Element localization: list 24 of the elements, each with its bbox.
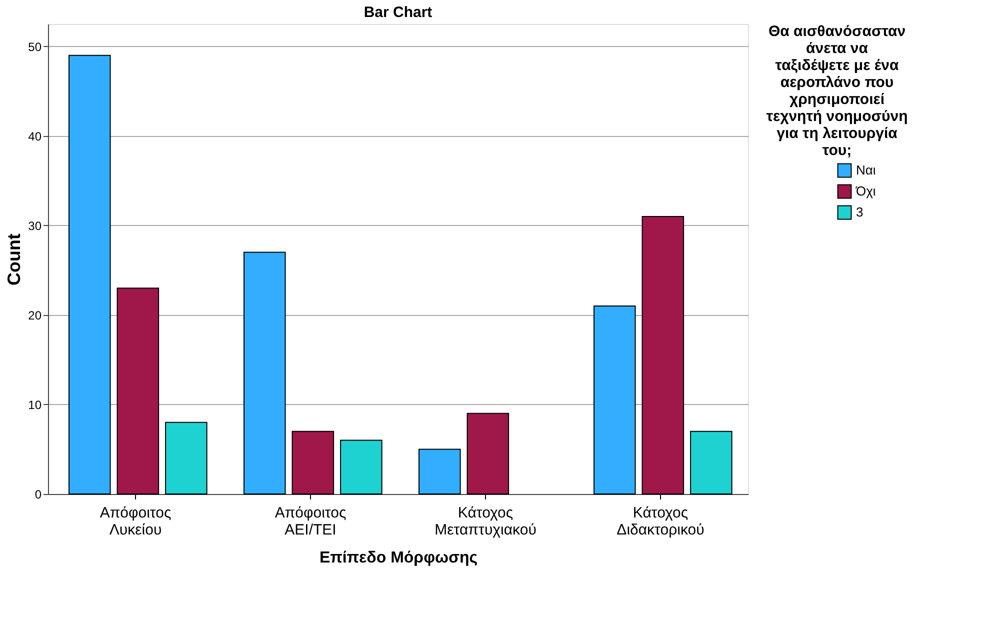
x-tick-label: Κάτοχος Διδακτορικού xyxy=(616,504,704,538)
y-tick-label: 30 xyxy=(28,218,42,233)
legend-label: Όχι xyxy=(855,184,876,198)
bar xyxy=(418,448,461,494)
y-axis-title: Count xyxy=(4,234,24,286)
chart-title: Bar Chart xyxy=(364,4,432,21)
legend-label: 3 xyxy=(856,204,864,220)
bar xyxy=(244,252,286,494)
x-tick-label: Κάτοχος Μεταπτυχιακού xyxy=(434,504,536,538)
y-tick-label: 10 xyxy=(28,398,42,412)
bar xyxy=(165,422,208,494)
legend-title: Θα αισθανόσασταν άνετα να ταξιδέψετε με ένα αεροπλάνο που χρησιμοποιεί τεχνητή νοημοσύνη για τη λειτουργία του; xyxy=(766,23,908,159)
bar xyxy=(340,440,382,494)
y-tick-label: 20 xyxy=(28,308,42,322)
y-tick-label: 40 xyxy=(28,129,42,144)
legend-label: Ναι xyxy=(856,162,876,178)
y-tick-label: 50 xyxy=(28,40,42,54)
x-axis-title: Επίπεδο Μόρφωσης xyxy=(319,550,478,566)
bar xyxy=(690,430,732,494)
x-tick-label: Απόφοιτος ΑΕΙ/ΤΕΙ xyxy=(274,504,346,538)
bar xyxy=(68,54,111,494)
bar xyxy=(594,306,636,494)
y-tick-label: 0 xyxy=(34,488,42,502)
x-tick-label: Απόφοιτος Λυκείου xyxy=(100,504,172,538)
